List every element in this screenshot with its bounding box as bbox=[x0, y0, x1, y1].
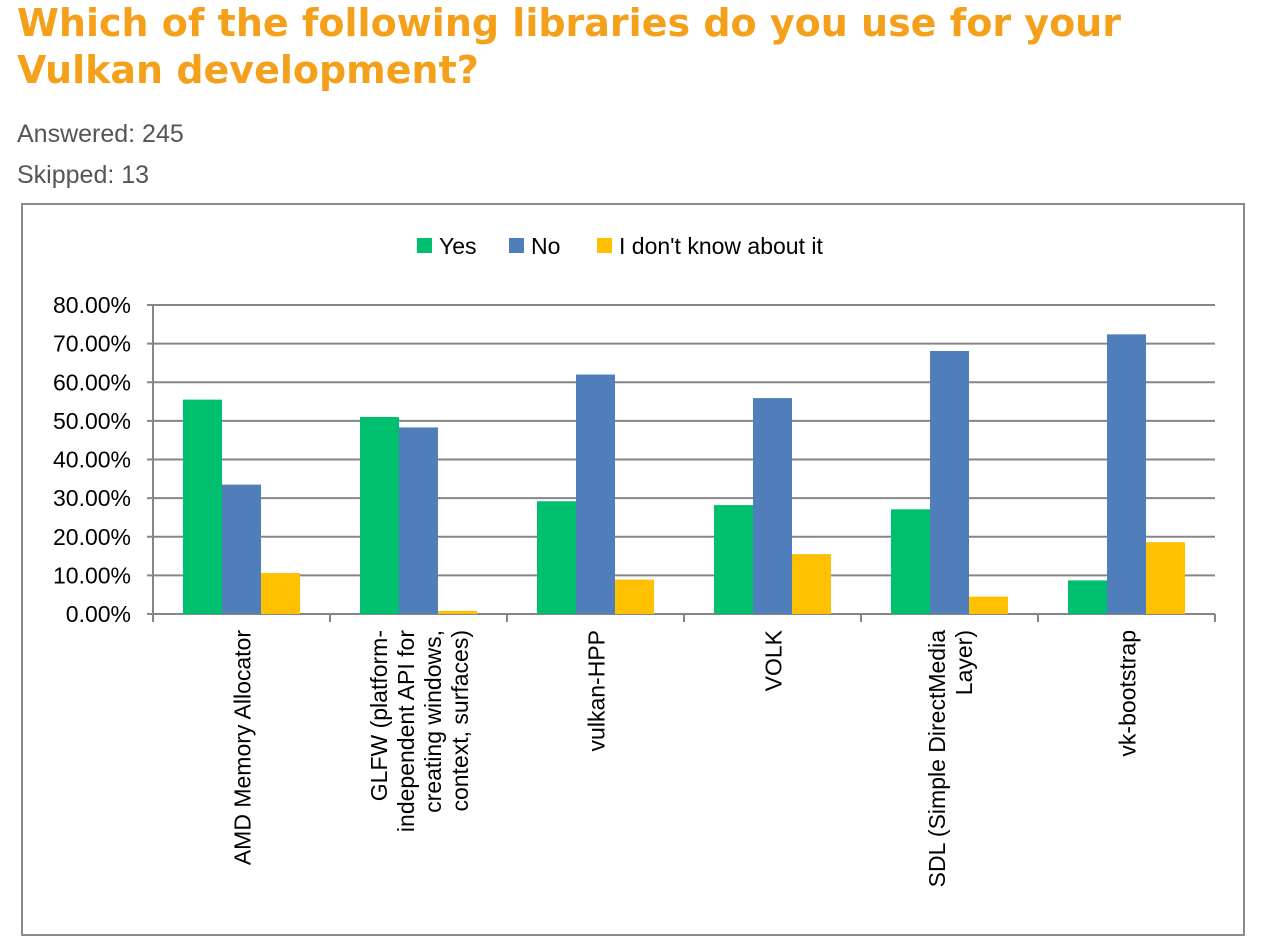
y-tick-label: 60.00% bbox=[53, 369, 131, 395]
y-tick-label: 30.00% bbox=[53, 485, 131, 511]
skipped-count: Skipped: 13 bbox=[17, 161, 150, 189]
legend-swatch bbox=[597, 238, 612, 253]
bar bbox=[969, 596, 1008, 614]
x-category-label: vulkan-HPP bbox=[584, 630, 610, 751]
x-category-label: AMD Memory Allocator bbox=[230, 630, 256, 866]
bar bbox=[576, 374, 615, 614]
x-category-label: context, surfaces) bbox=[447, 630, 473, 812]
y-tick-label: 50.00% bbox=[53, 408, 131, 434]
bar bbox=[1068, 580, 1107, 614]
bar bbox=[1107, 334, 1146, 614]
bar bbox=[222, 484, 261, 614]
y-tick-label: 80.00% bbox=[53, 292, 131, 318]
bar bbox=[438, 610, 477, 614]
legend-label: No bbox=[531, 233, 560, 259]
bar bbox=[615, 579, 654, 614]
x-category-label: VOLK bbox=[761, 629, 787, 691]
bar bbox=[183, 399, 222, 614]
bar bbox=[753, 398, 792, 614]
y-tick-label: 40.00% bbox=[53, 447, 131, 473]
bar-chart: 0.00% 10.00% 20.00% 30.00% 40.00% 50.00% 60.00… bbox=[53, 233, 1216, 888]
bar bbox=[537, 501, 576, 614]
x-category-label: vk-bootstrap bbox=[1115, 630, 1141, 757]
legend-swatch bbox=[417, 238, 432, 253]
bar bbox=[1146, 542, 1185, 614]
y-tick-label: 0.00% bbox=[66, 601, 131, 627]
answered-count: Answered: 245 bbox=[17, 120, 184, 148]
bar bbox=[261, 573, 300, 614]
bar bbox=[714, 505, 753, 614]
bar bbox=[891, 509, 930, 614]
bar bbox=[930, 350, 969, 614]
bar bbox=[399, 427, 438, 614]
y-tick-label: 20.00% bbox=[53, 524, 131, 550]
y-tick-label: 10.00% bbox=[53, 562, 131, 588]
x-category-label: independent API for bbox=[393, 630, 419, 832]
y-tick-label: 70.00% bbox=[53, 331, 131, 357]
question-title: Which of the following libraries do you … bbox=[17, 1, 1121, 92]
legend-label: I don't know about it bbox=[619, 233, 823, 259]
x-category-label: Layer) bbox=[951, 630, 977, 695]
bar bbox=[360, 417, 399, 614]
legend-label: Yes bbox=[439, 233, 477, 259]
x-category-label: creating windows, bbox=[420, 630, 446, 813]
legend-swatch bbox=[509, 238, 524, 253]
bar bbox=[792, 554, 831, 614]
x-category-label: SDL (Simple DirectMedia bbox=[924, 630, 950, 888]
chart-frame: 0.00% 10.00% 20.00% 30.00% 40.00% 50.00% 60.00… bbox=[21, 203, 1245, 936]
x-category-label: GLFW (platform- bbox=[366, 630, 392, 801]
